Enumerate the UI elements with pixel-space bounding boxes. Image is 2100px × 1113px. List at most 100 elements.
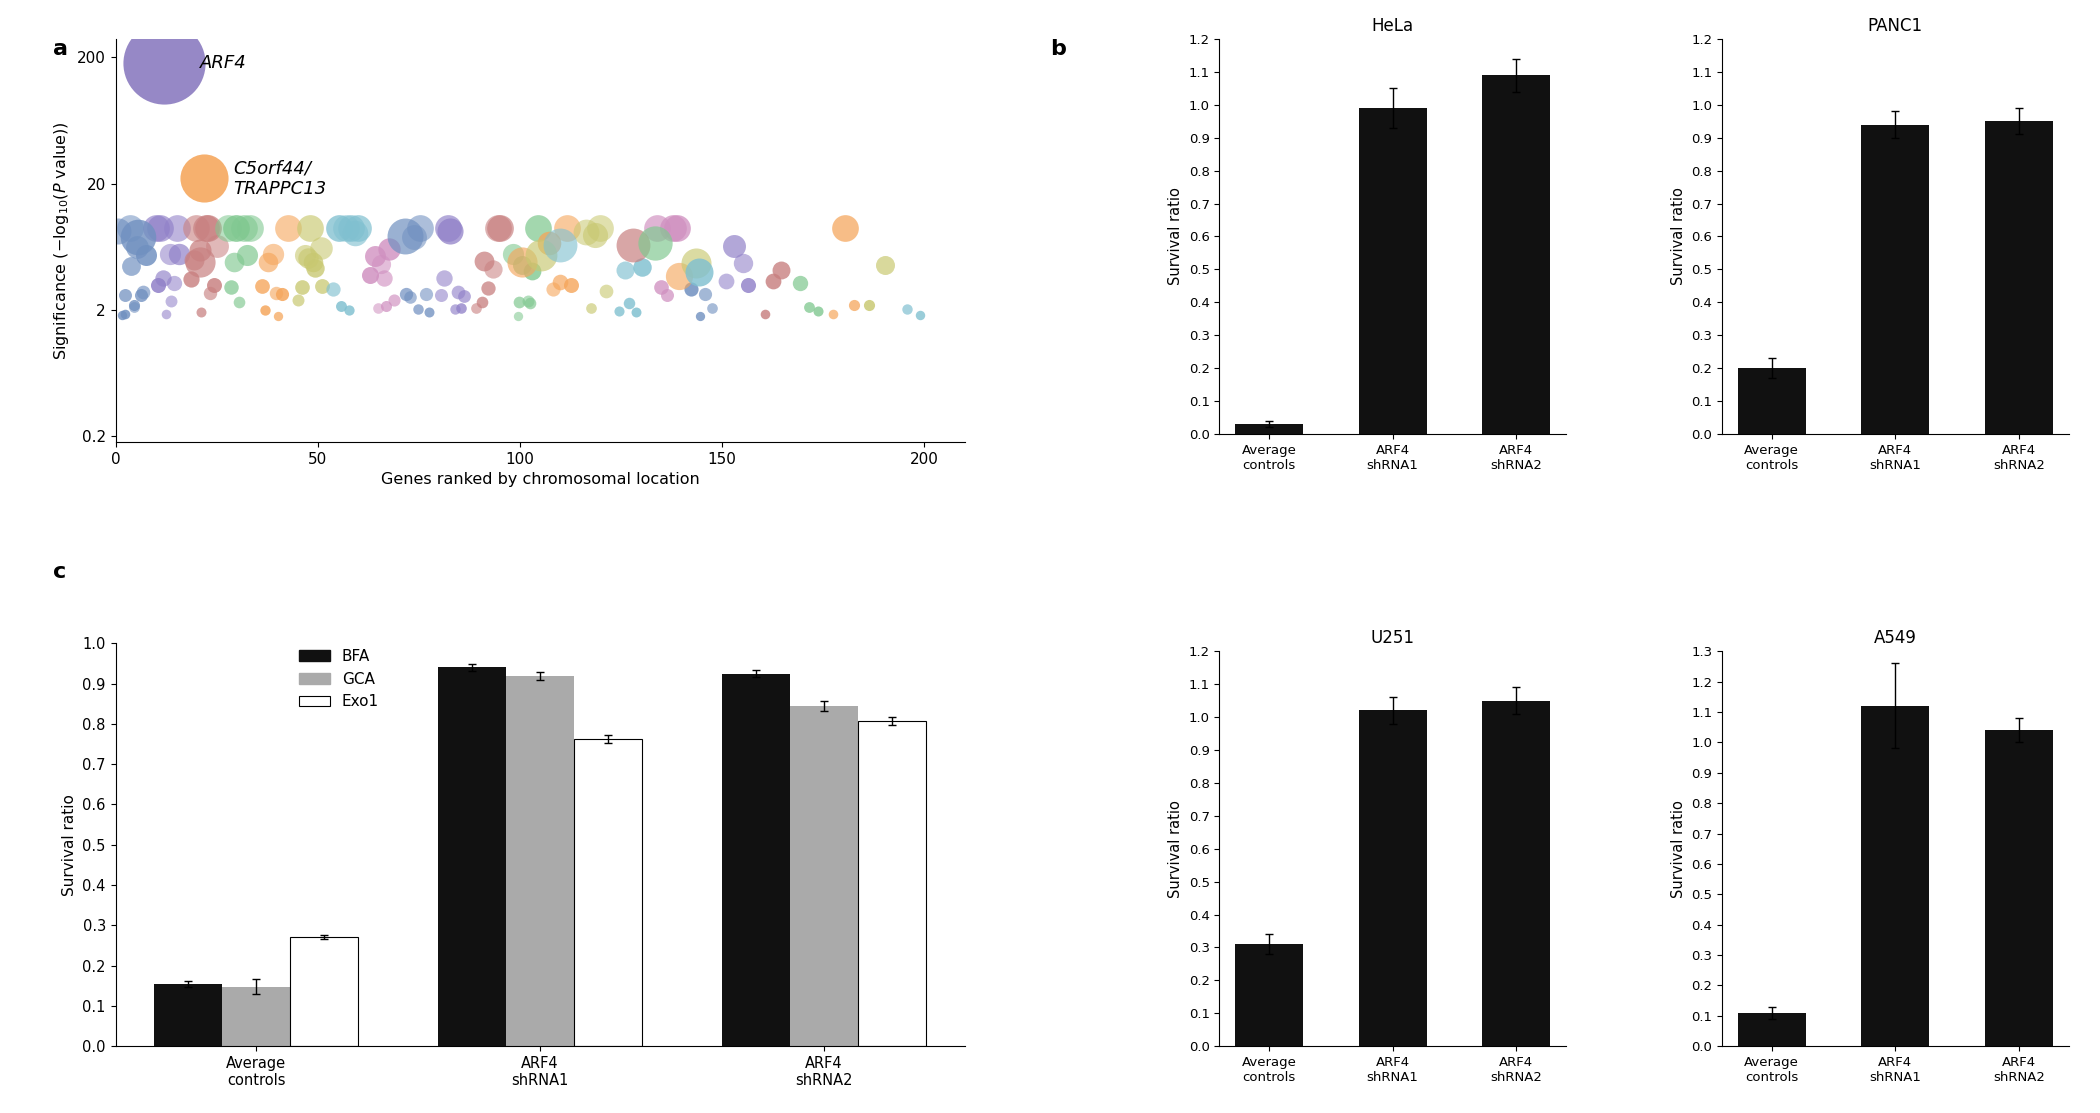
Point [304,277,338,295]
Point [370,296,403,314]
Point [162,245,195,263]
Point [502,293,536,311]
Point [185,303,218,321]
Point [388,285,422,303]
Point [578,227,611,245]
Point [227,219,260,237]
Point [514,262,548,279]
Point [342,219,376,237]
Bar [1235,424,1304,434]
Point [504,254,538,272]
Point [223,294,256,312]
Point [332,302,365,319]
Point [265,286,298,304]
Point [903,306,937,324]
Point [441,283,475,301]
Point [403,219,437,237]
Point [298,259,332,277]
Point [500,307,533,325]
Y-axis label: Survival ratio: Survival ratio [1670,187,1686,285]
Bar [506,676,573,1046]
Point [181,219,214,237]
Text: c: c [52,562,65,582]
Point [372,240,405,258]
Bar [1483,700,1550,1046]
Point [288,246,321,264]
Point [477,259,510,277]
Point [212,219,246,237]
Point [830,219,863,237]
Point [869,256,903,274]
Point [286,278,319,296]
Point [550,219,584,237]
Point [105,306,139,324]
Point [682,307,716,325]
Bar [790,706,859,1046]
Point [158,275,191,293]
Title: A549: A549 [1873,629,1917,647]
Point [817,305,850,323]
X-axis label: Genes ranked by chromosomal location: Genes ranked by chromosomal location [380,472,699,487]
Point [258,284,292,302]
Point [153,245,187,263]
Point [214,278,248,296]
Point [426,269,460,287]
Point [334,219,367,237]
Point [853,296,886,314]
Point [695,299,729,317]
Point [139,219,172,237]
Point [271,219,304,237]
Point [430,219,464,237]
Point [584,219,617,237]
Point [674,280,708,298]
Point [124,286,158,304]
Point [435,221,468,239]
Bar [1737,368,1806,434]
Point [109,286,143,304]
Point [424,286,458,304]
Point [838,296,872,314]
Point [443,299,477,317]
Point [458,298,491,316]
Point [481,219,514,237]
Point [638,234,672,252]
Point [689,285,722,303]
Point [764,262,798,279]
Point [388,227,422,245]
Point [304,239,338,257]
Bar [1861,706,1930,1046]
Bar [1984,730,2052,1046]
Point [710,272,743,289]
Point [748,305,781,323]
Point [620,303,653,321]
Point [149,305,183,323]
Point [147,269,181,287]
Point [118,296,151,314]
Point [464,294,498,312]
Point [147,55,181,72]
Point [716,237,750,255]
Point [439,301,472,318]
Bar [859,721,926,1046]
Point [130,246,164,264]
Point [626,258,659,276]
Bar [1359,710,1426,1046]
Bar [439,668,506,1046]
Text: b: b [1050,39,1067,59]
Point [246,277,279,295]
Point [588,283,622,301]
Bar [1861,125,1930,434]
Point [651,286,685,304]
Point [315,279,349,297]
Point [197,276,231,294]
Point [544,236,578,254]
Y-axis label: Survival ratio: Survival ratio [1168,800,1182,898]
Point [554,276,588,294]
Title: U251: U251 [1371,629,1415,647]
Point [183,242,216,259]
Point [645,278,678,296]
Bar [1984,121,2052,434]
Point [338,225,372,243]
Point [252,254,286,272]
Point [260,307,294,325]
